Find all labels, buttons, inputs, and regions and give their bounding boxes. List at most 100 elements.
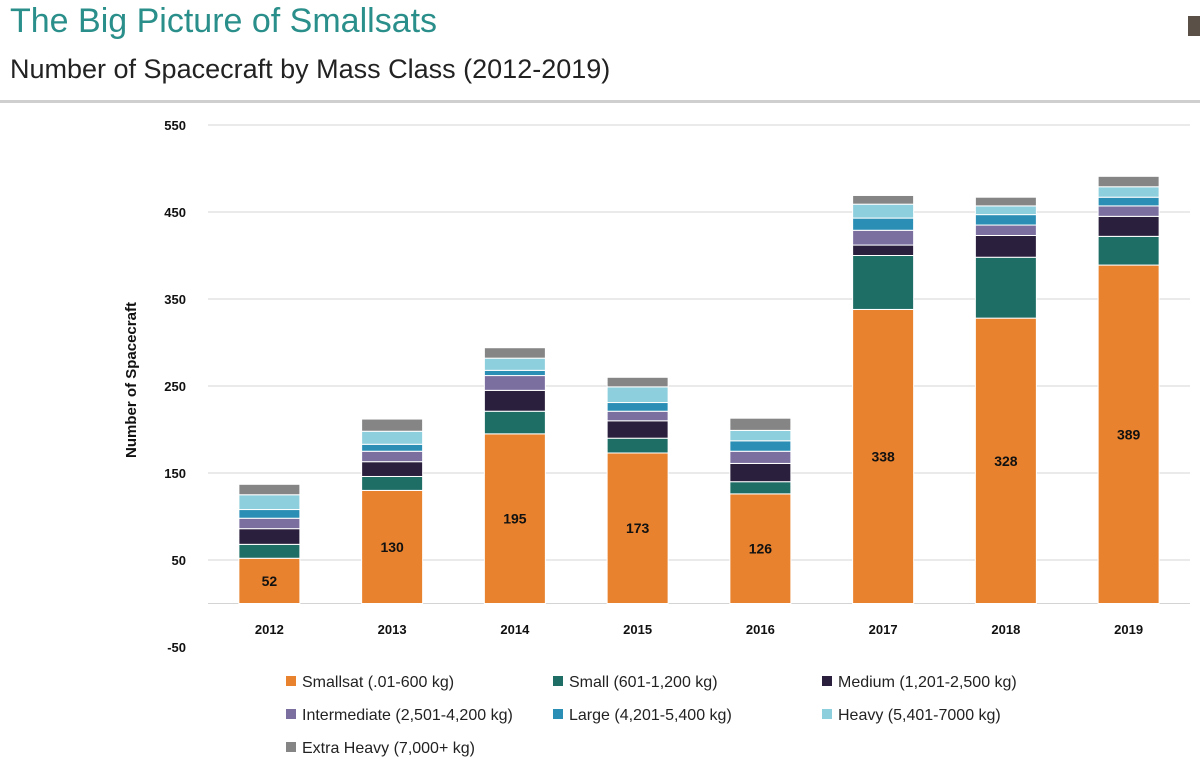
header-divider [0, 100, 1200, 103]
data-label: 328 [994, 453, 1018, 469]
bar-segment [361, 443, 424, 452]
bar-segment [852, 255, 915, 310]
bar-segment [729, 493, 792, 605]
bar-segment [361, 475, 424, 491]
bar-segment [1097, 186, 1160, 198]
bars: 52 130 195 173 126 338 328 389 [238, 175, 1160, 605]
bar-segment [361, 450, 424, 463]
bar-segment [729, 417, 792, 431]
bar-segment [729, 481, 792, 495]
x-tick-label: 2013 [378, 622, 407, 637]
bar-segment [1097, 215, 1160, 237]
legend-item: Intermediate (2,501-4,200 kg) [286, 707, 513, 725]
bar-segment [1097, 175, 1160, 188]
y-axis-ticks: 550 450 350 250 150 50 -50 [164, 118, 186, 655]
bar-segment [483, 357, 546, 371]
bar-segment [361, 418, 424, 432]
data-label: 126 [749, 541, 773, 557]
legend-item: Smallsat (.01-600 kg) [286, 674, 454, 692]
bar-segment [238, 483, 301, 496]
bar-segment [483, 369, 546, 377]
data-label: 338 [871, 448, 895, 464]
legend-swatch [822, 709, 832, 719]
bar-segment [974, 256, 1037, 319]
x-tick-label: 2016 [746, 622, 775, 637]
bar-segment [1097, 264, 1160, 604]
bar-segment [729, 429, 792, 442]
legend-swatch [822, 676, 832, 686]
y-tick-label: 50 [172, 553, 186, 568]
data-label: 130 [380, 539, 404, 555]
bar-segment [974, 234, 1037, 258]
legend-label: Small (601-1,200 kg) [569, 674, 718, 691]
y-tick-label: -50 [167, 640, 186, 655]
y-tick-label: 250 [164, 379, 186, 394]
bar-segment [852, 217, 915, 231]
bar-segment [361, 489, 424, 604]
x-tick-label: 2012 [255, 622, 284, 637]
bar-segment [852, 203, 915, 219]
legend-swatch [553, 709, 563, 719]
bar-segment [974, 214, 1037, 226]
legend-label: Large (4,201-5,400 kg) [569, 707, 732, 724]
bar-segment [483, 375, 546, 391]
bar-segment [1097, 196, 1160, 207]
bar-segment [729, 450, 792, 464]
legend-item: Extra Heavy (7,000+ kg) [286, 740, 475, 758]
y-tick-label: 550 [164, 118, 186, 133]
bar-segment [729, 462, 792, 483]
bar-segment [606, 386, 669, 404]
bar-segment [238, 528, 301, 545]
x-tick-label: 2014 [500, 622, 530, 637]
bar-segment [852, 308, 915, 604]
bar-segment [974, 196, 1037, 207]
x-axis-ticks: 2012 2013 2014 2015 2016 2017 2018 2019 [255, 622, 1143, 637]
y-axis-label: Number of Spacecraft [123, 302, 140, 458]
bar-segment [606, 402, 669, 412]
x-tick-label: 2018 [991, 622, 1020, 637]
bar-segment [852, 229, 915, 246]
bar-segment [238, 557, 301, 605]
gridlines [208, 124, 1190, 604]
bar-segment [1097, 205, 1160, 217]
bar-segment [483, 410, 546, 435]
bar-segment [238, 494, 301, 511]
legend-swatch [286, 742, 296, 752]
data-label: 195 [503, 511, 527, 527]
bar-segment [606, 437, 669, 454]
legend-swatch [286, 676, 296, 686]
bar-segment [238, 517, 301, 530]
bar-segment [1097, 235, 1160, 266]
bar-segment [606, 452, 669, 604]
legend-swatch [553, 676, 563, 686]
legend-item: Large (4,201-5,400 kg) [553, 707, 732, 725]
legend-swatch [286, 709, 296, 719]
legend-label: Extra Heavy (7,000+ kg) [302, 740, 475, 757]
legend-item: Medium (1,201-2,500 kg) [822, 674, 1017, 692]
x-tick-label: 2019 [1114, 622, 1143, 637]
page-subtitle: Number of Spacecraft by Mass Class (2012… [10, 54, 611, 84]
legend-item: Small (601-1,200 kg) [553, 674, 718, 692]
bar-segment [238, 543, 301, 559]
legend-label: Heavy (5,401-7000 kg) [838, 707, 1001, 724]
legend-label: Medium (1,201-2,500 kg) [838, 674, 1017, 691]
bar-segment [483, 389, 546, 412]
bar-segment [729, 440, 792, 452]
legend-label: Smallsat (.01-600 kg) [302, 674, 455, 691]
data-label: 389 [1117, 426, 1141, 442]
legend-item: Heavy (5,401-7000 kg) [822, 707, 1001, 725]
bar-segment [483, 347, 546, 359]
bar-segment [361, 461, 424, 477]
y-tick-label: 350 [164, 292, 186, 307]
bar-segment [238, 509, 301, 519]
bar-segment [852, 194, 915, 205]
bar-segment [974, 205, 1037, 216]
data-label: 52 [262, 573, 278, 589]
bar-segment [974, 224, 1037, 236]
bar-segment [606, 420, 669, 439]
data-label: 173 [626, 520, 650, 536]
corner-mark [1188, 16, 1200, 36]
y-tick-label: 150 [164, 466, 186, 481]
y-tick-label: 450 [164, 205, 186, 220]
